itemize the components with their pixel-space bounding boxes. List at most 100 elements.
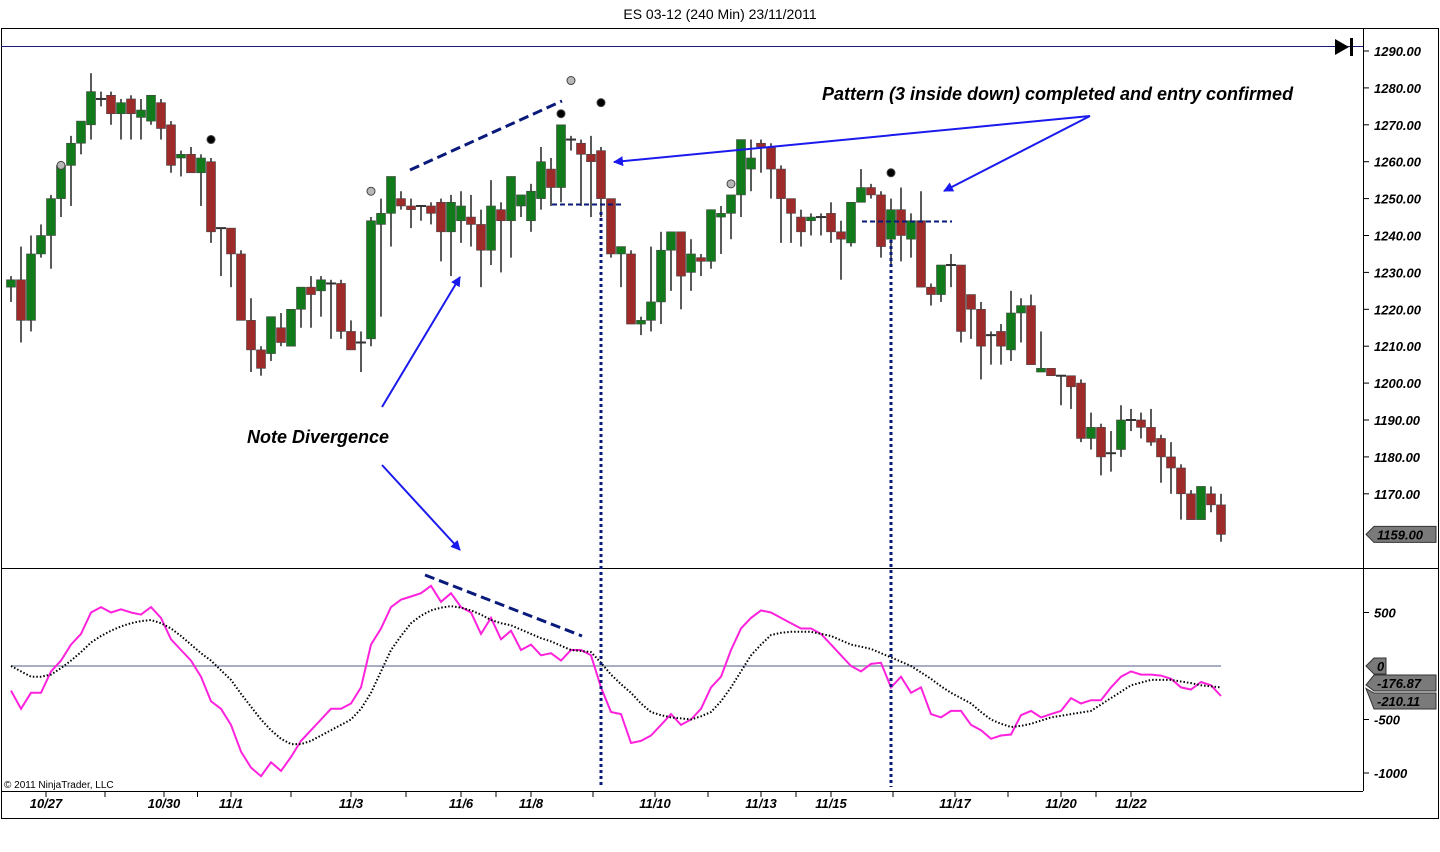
price-divergence-trendline [409, 99, 563, 172]
candle-body [606, 198, 616, 255]
candle-body [36, 235, 46, 255]
candle-body [196, 157, 206, 174]
date-tick-label: 11/8 [519, 796, 544, 811]
candle-body [1046, 368, 1056, 377]
price-tick-label: 1200.00 [1374, 376, 1422, 391]
candle-body [306, 286, 316, 295]
candle-body [636, 320, 646, 325]
candle-body [286, 308, 296, 347]
candle-body [616, 246, 626, 255]
candle-body [296, 286, 306, 310]
candle-body [666, 231, 676, 251]
candlestick-series [6, 73, 1226, 542]
candle-body [426, 205, 436, 214]
candle-body [856, 187, 866, 203]
date-tick-label: 11/15 [815, 796, 847, 811]
arrow-to-oscillator-divergence [381, 464, 461, 551]
candle-body [256, 349, 266, 369]
chart-frame [1, 28, 1439, 819]
candle-body [236, 253, 246, 321]
candle-body [726, 194, 736, 214]
price-tick-label: 1210.00 [1374, 339, 1422, 354]
price-tick-label: 1180.00 [1374, 450, 1421, 465]
candle-body [346, 331, 356, 351]
gray-dot-marker [56, 160, 66, 170]
candle-body [176, 154, 186, 159]
candle-body [6, 279, 16, 288]
candle-body [396, 198, 406, 207]
date-tick-label: 11/10 [639, 796, 671, 811]
candle-body [1146, 427, 1156, 443]
date-tick-label: 11/20 [1045, 796, 1077, 811]
candle-body [336, 283, 346, 332]
candle-body [1006, 312, 1016, 351]
candle-body [676, 231, 686, 277]
candle-body [436, 201, 446, 233]
candle-body [246, 320, 256, 351]
candle-body [936, 264, 946, 295]
candle-body [526, 190, 536, 222]
candle-body [966, 294, 976, 310]
pattern-annotation: Pattern (3 inside down) completed and en… [822, 84, 1294, 104]
candle-body [516, 194, 526, 207]
scroll-to-end-icon[interactable] [1335, 38, 1353, 56]
candle-body [586, 154, 596, 163]
indicator-value-label: -176.87 [1377, 676, 1422, 691]
candle-body [1206, 493, 1216, 506]
candle-body [1196, 486, 1206, 520]
oscillator-divergence-trendline [424, 573, 583, 638]
candle-body [466, 216, 476, 225]
oscillator-line [10, 584, 1222, 778]
candle-body [1016, 305, 1026, 314]
candle-body [26, 253, 36, 321]
candle-body [56, 165, 66, 199]
candle-body [496, 209, 506, 222]
gray-dot-marker [566, 76, 576, 86]
candle-body [376, 213, 386, 225]
candle-body [846, 201, 856, 244]
candle-body [16, 279, 26, 321]
candle-body [656, 249, 666, 303]
candle-body [706, 209, 716, 262]
last-price-label: 1159.00 [1377, 527, 1424, 542]
arrow-to-price-divergence [381, 276, 461, 408]
candle-body [226, 227, 236, 255]
candle-body [386, 176, 396, 214]
candle-body [406, 205, 416, 210]
candle-body [776, 168, 786, 199]
indicator-value-tag [1365, 674, 1437, 692]
candle-body [756, 142, 766, 148]
black-dot-marker [206, 135, 216, 145]
candle-body [1066, 375, 1076, 388]
signal-line [10, 605, 1222, 746]
last-price-tag [1365, 525, 1437, 543]
date-tick-label: 10/27 [30, 796, 63, 811]
candle-body [1216, 504, 1226, 535]
candle-body [836, 231, 846, 240]
indicator-value-tag [1365, 657, 1387, 675]
candle-body [596, 150, 606, 199]
candle-body [206, 161, 216, 233]
gray-dot-marker [726, 179, 736, 189]
candle-body [186, 154, 196, 174]
price-tick-label: 1290.00 [1374, 44, 1422, 59]
black-dot-marker [596, 98, 606, 108]
indicator-tick-label: -1000 [1374, 766, 1408, 781]
divergence-annotation: Note Divergence [247, 427, 389, 447]
candle-body [556, 124, 566, 188]
candle-body [1176, 467, 1186, 495]
candle-body [536, 161, 546, 199]
candle-body [716, 213, 726, 218]
candle-body [1116, 419, 1126, 450]
date-axis: 10/27 10/30 11/1 11/3 11/6 11/8 11/10 11/13 11/1… [30, 791, 1148, 811]
black-dot-marker [556, 109, 566, 119]
price-tick-label: 1280.00 [1374, 81, 1422, 96]
date-tick-label: 10/30 [148, 796, 181, 811]
candle-body [46, 198, 56, 236]
candle-body [896, 209, 906, 236]
candle-body [696, 257, 706, 262]
date-tick-label: 11/13 [745, 796, 777, 811]
candle-body [1166, 456, 1176, 469]
candle-body [806, 216, 816, 222]
